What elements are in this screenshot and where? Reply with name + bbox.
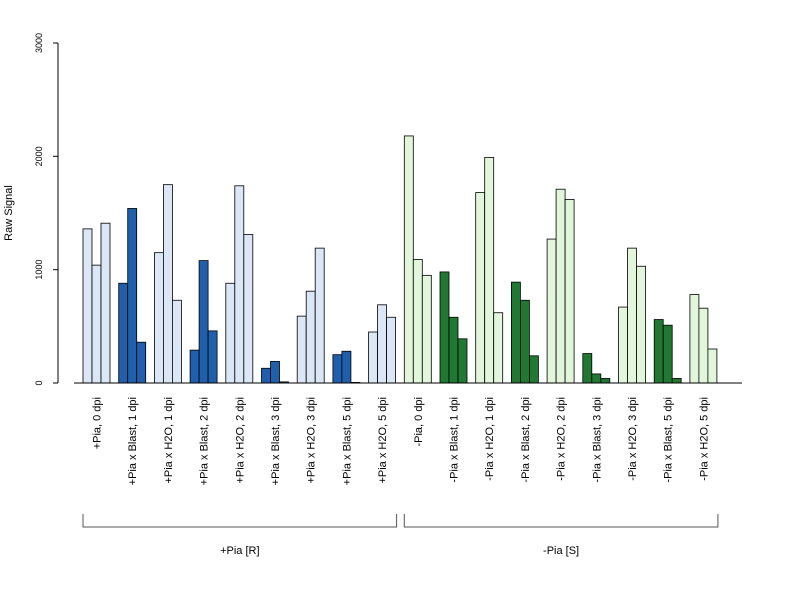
bar: [386, 316, 397, 384]
bar: [662, 324, 673, 384]
x-tick-label: -Pia x Blast, 1 dpi: [449, 397, 461, 483]
x-tick-label: +Pia x Blast, 5 dpi: [341, 397, 353, 485]
bar: [627, 247, 637, 384]
bar: [314, 247, 325, 384]
bar: [162, 184, 173, 384]
bar: [475, 192, 486, 384]
x-tick-label: -Pia x H2O, 3 dpi: [627, 397, 639, 481]
x-tick-label: +Pia x H2O, 3 dpi: [306, 397, 318, 484]
bar: [555, 188, 566, 384]
x-tick-label: +Pia x Blast, 3 dpi: [270, 397, 282, 485]
x-tick-label: -Pia x Blast, 3 dpi: [591, 397, 603, 483]
x-tick-label: -Pia x H2O, 1 dpi: [484, 397, 496, 481]
bar: [564, 198, 575, 384]
group-label: -Pia [S]: [543, 545, 579, 557]
y-tick-label: 0: [34, 380, 44, 385]
bar: [636, 265, 646, 384]
y-tick-label: 2000: [34, 146, 44, 166]
bar: [341, 350, 352, 384]
bar: [546, 238, 557, 384]
bar: [698, 307, 709, 384]
y-axis-title: Raw Signal: [3, 185, 15, 241]
group-bracket: [82, 514, 398, 528]
bar: [618, 306, 628, 384]
x-tick-label: -Pia x Blast, 5 dpi: [663, 397, 675, 483]
x-tick-label: +Pia x Blast, 1 dpi: [127, 397, 139, 485]
x-tick-label: +Pia x Blast, 2 dpi: [199, 397, 211, 485]
bar: [520, 299, 530, 384]
x-tick-label: +Pia x H2O, 5 dpi: [377, 397, 389, 484]
bar: [100, 222, 111, 384]
bar: [439, 271, 450, 384]
bar: [153, 252, 164, 384]
bar: [198, 260, 209, 384]
category-labels: +Pia, 0 dpi +Pia x Blast, 1 dpi +Pia x H2O…: [92, 397, 711, 485]
y-axis: 0 1000 2000 3000: [34, 33, 59, 386]
bar: [171, 299, 182, 384]
bar: [707, 348, 718, 384]
bar: [261, 367, 271, 384]
x-tick-label: +Pia x H2O, 2 dpi: [234, 397, 246, 484]
bar: [368, 331, 379, 384]
bar: [582, 353, 593, 384]
x-tick-label: +Pia x H2O, 1 dpi: [163, 397, 175, 484]
bar: [207, 330, 218, 384]
bar: [403, 135, 414, 384]
bar: [136, 341, 147, 384]
bar: [270, 361, 280, 384]
y-tick-label: 3000: [34, 33, 44, 53]
bar: [91, 264, 102, 384]
bar: [377, 304, 388, 384]
bar: [332, 354, 343, 384]
bar: [234, 185, 245, 384]
bar: [457, 338, 468, 384]
x-tick-label: -Pia, 0 dpi: [413, 397, 425, 447]
bar: [82, 228, 93, 384]
bar: [493, 312, 504, 384]
bar: [671, 378, 682, 384]
bar: [296, 315, 307, 384]
bar: [243, 234, 254, 384]
bar: [689, 294, 700, 384]
bar: [653, 319, 664, 384]
bar: [118, 282, 129, 384]
y-tick-label: 1000: [34, 260, 44, 280]
bar: [412, 259, 423, 384]
bar: [529, 355, 539, 384]
x-tick-label: +Pia, 0 dpi: [92, 397, 104, 449]
x-tick-label: -Pia x Blast, 2 dpi: [520, 397, 532, 483]
bar: [510, 281, 521, 384]
x-tick-label: -Pia x H2O, 2 dpi: [556, 397, 568, 481]
group-label: +Pia [R]: [220, 545, 259, 557]
bar: [189, 349, 200, 384]
bar: [600, 378, 611, 384]
bar: [484, 157, 495, 384]
x-tick-label: -Pia x H2O, 5 dpi: [698, 397, 710, 481]
bar: [225, 282, 236, 384]
bar: [448, 316, 459, 384]
bar: [591, 373, 602, 384]
group-brackets: +Pia [R] -Pia [S]: [82, 514, 719, 557]
bars: [82, 135, 718, 384]
bar: [421, 274, 432, 384]
bar: [305, 290, 316, 384]
bar: [127, 208, 138, 384]
group-bracket: [403, 514, 719, 528]
